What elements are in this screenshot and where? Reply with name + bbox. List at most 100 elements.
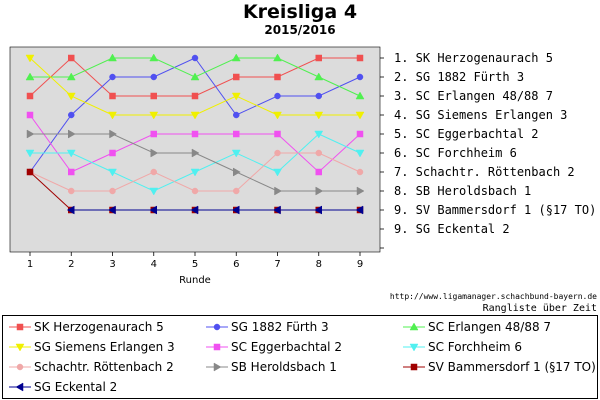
- data-point: [25, 54, 35, 63]
- legend-swatch: [403, 363, 425, 371]
- ranking-entry: 6. SC Forchheim 6: [394, 146, 517, 160]
- data-point: [68, 54, 75, 62]
- legend-swatch: [206, 323, 228, 331]
- x-tick-label: 2: [68, 259, 74, 270]
- x-axis: 1 2 3 4 5 6 7 8 9: [27, 57, 384, 270]
- legend-label: SK Herzogenaurach 5: [34, 320, 164, 334]
- data-point: [274, 130, 281, 138]
- data-point: [314, 205, 322, 215]
- legend-swatch: [9, 343, 31, 352]
- data-point: [273, 168, 282, 177]
- data-point: [150, 148, 159, 158]
- legend-marker: [213, 323, 221, 331]
- legend-swatch: [403, 322, 425, 331]
- data-point: [149, 53, 159, 62]
- data-point: [109, 129, 118, 139]
- data-point: [66, 149, 76, 158]
- data-point: [109, 73, 116, 81]
- line-chart: 1 2 3 4 5 6 7 8 9 Runde: [9, 46, 384, 286]
- data-point: [68, 187, 75, 195]
- legend-item: SC Erlangen 48/88 7: [403, 318, 551, 336]
- legend-marker: [213, 343, 221, 351]
- data-point: [233, 111, 240, 119]
- legend-marker: [16, 363, 24, 371]
- legend-marker: [213, 362, 222, 372]
- legend-marker: [16, 323, 24, 331]
- legend-item: SV Bammersdorf 1 (§17 TO): [403, 358, 596, 376]
- series-markers: [25, 53, 365, 215]
- data-point: [68, 168, 75, 176]
- legend-swatch: [206, 343, 228, 351]
- data-point: [108, 168, 117, 177]
- data-point: [355, 91, 365, 100]
- data-point: [231, 53, 241, 62]
- data-point: [315, 149, 322, 157]
- legend-label: SC Forchheim 6: [428, 340, 522, 354]
- data-point: [274, 149, 281, 157]
- data-point: [231, 205, 240, 215]
- data-point: [190, 111, 200, 120]
- data-point: [68, 111, 75, 119]
- legend-item: SG 1882 Fürth 3: [206, 318, 329, 336]
- data-point: [273, 111, 282, 120]
- data-point: [355, 111, 365, 120]
- data-point: [149, 205, 157, 215]
- ranking-entry: 5. SC Eggerbachtal 2: [394, 127, 539, 141]
- legend-label: SB Heroldsbach 1: [231, 360, 337, 374]
- legend-swatch: [403, 343, 425, 352]
- legend-item: SG Eckental 2: [9, 378, 117, 396]
- legend: SK Herzogenaurach 5 SG 1882 Fürth 3 SC Erl…: [2, 315, 598, 399]
- legend-item: SB Heroldsbach 1: [206, 358, 337, 376]
- data-point: [109, 187, 116, 195]
- data-point: [149, 187, 159, 196]
- legend-item: Schachtr. Röttenbach 2: [9, 358, 174, 376]
- x-tick-label: 4: [151, 259, 157, 270]
- data-point: [356, 130, 364, 138]
- legend-label: SG Eckental 2: [34, 380, 118, 394]
- data-point: [109, 149, 116, 157]
- data-point: [190, 168, 200, 177]
- legend-marker: [15, 382, 24, 392]
- data-point: [356, 54, 364, 62]
- data-point: [233, 187, 240, 195]
- data-point: [25, 72, 35, 81]
- data-point: [26, 92, 34, 100]
- ranking-entry: 7. Schachtr. Röttenbach 2: [394, 165, 575, 179]
- x-tick-label: 1: [27, 259, 33, 270]
- data-point: [315, 92, 322, 100]
- data-point: [233, 130, 240, 138]
- data-point: [231, 92, 241, 101]
- data-point: [233, 167, 241, 177]
- data-point: [66, 205, 75, 215]
- legend-label: SC Erlangen 48/88 7: [428, 320, 552, 334]
- data-point: [66, 72, 76, 81]
- data-point: [273, 53, 282, 62]
- ranking-entry: 9. SG Eckental 2: [394, 222, 510, 236]
- data-point: [315, 54, 322, 62]
- data-point: [108, 53, 117, 62]
- legend-swatch: [9, 363, 31, 371]
- data-point: [68, 129, 76, 139]
- legend-marker: [410, 363, 418, 371]
- ranking-entry: 3. SC Erlangen 48/88 7: [394, 89, 553, 103]
- ranking-entry: 4. SG Siemens Erlangen 3: [394, 108, 568, 122]
- data-point: [315, 168, 322, 176]
- data-point: [314, 111, 324, 120]
- legend-swatch: [9, 382, 31, 392]
- data-point: [26, 168, 34, 176]
- source-url[interactable]: http://www.ligamanager.schachbund-bayern…: [389, 292, 597, 301]
- legend-item: SG Siemens Erlangen 3: [9, 338, 175, 356]
- legend-label: Schachtr. Röttenbach 2: [34, 360, 174, 374]
- data-point: [66, 92, 76, 101]
- data-point: [356, 73, 364, 81]
- x-tick-label: 5: [192, 259, 198, 270]
- data-point: [355, 149, 365, 158]
- data-point: [149, 111, 159, 120]
- data-point: [274, 92, 281, 100]
- data-point: [231, 149, 241, 158]
- plot-area: [9, 46, 381, 253]
- legend-swatch: [9, 323, 31, 331]
- legend-item: SC Eggerbachtal 2: [206, 338, 342, 356]
- data-point: [355, 205, 364, 215]
- data-point: [25, 149, 35, 158]
